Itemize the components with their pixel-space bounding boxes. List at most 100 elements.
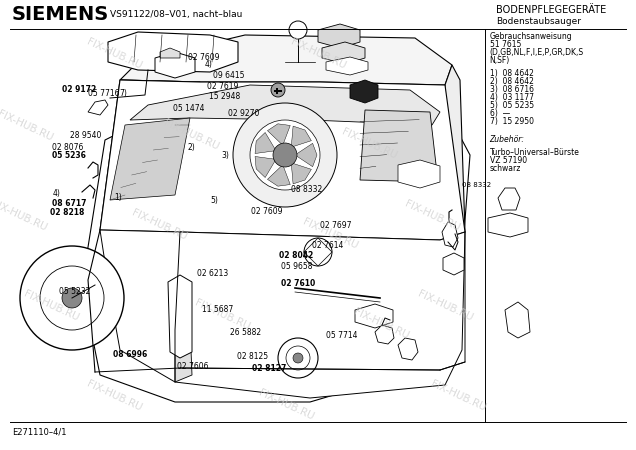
Text: Zubehör:: Zubehör: [490, 135, 525, 144]
Circle shape [271, 83, 285, 97]
Polygon shape [268, 165, 290, 186]
Polygon shape [322, 42, 365, 64]
Circle shape [250, 120, 320, 190]
Text: 5)  05 5235: 5) 05 5235 [490, 101, 534, 110]
Text: 02 8125: 02 8125 [237, 352, 268, 361]
Text: 02 7610: 02 7610 [281, 279, 315, 288]
Polygon shape [398, 338, 418, 360]
Text: 6)  —: 6) — [490, 109, 510, 118]
Polygon shape [82, 75, 470, 402]
Text: 02 7614: 02 7614 [312, 241, 343, 250]
Polygon shape [355, 304, 393, 328]
Text: 7)  15 2950: 7) 15 2950 [490, 117, 534, 126]
Text: 09 6415: 09 6415 [213, 71, 245, 80]
Circle shape [289, 21, 307, 39]
Text: FIX-HUB.RU: FIX-HUB.RU [85, 37, 144, 71]
Polygon shape [318, 24, 360, 48]
Text: 02 9270: 02 9270 [228, 109, 259, 118]
Bar [274, 90, 282, 92]
Text: FIX-HUB.RU: FIX-HUB.RU [416, 289, 474, 323]
Text: 05 1474: 05 1474 [173, 104, 205, 113]
Polygon shape [291, 126, 312, 147]
Text: 4): 4) [205, 60, 212, 69]
Text: 15 2948: 15 2948 [209, 92, 240, 101]
Text: FIX-HUB.RU: FIX-HUB.RU [85, 379, 144, 413]
Text: SIEMENS: SIEMENS [12, 4, 109, 23]
Text: FIX-HUB.RU: FIX-HUB.RU [340, 127, 398, 161]
Text: 02 7619: 02 7619 [207, 82, 238, 91]
Text: BODENPFLEGEGERÄTE: BODENPFLEGEGERÄTE [496, 5, 606, 15]
Text: 02 7609: 02 7609 [251, 207, 283, 216]
Text: 02 9172: 02 9172 [62, 86, 97, 94]
Circle shape [278, 338, 318, 378]
Polygon shape [505, 302, 530, 338]
Text: FIX-HUB.RU: FIX-HUB.RU [22, 289, 80, 323]
Text: FIX-HUB.RU: FIX-HUB.RU [0, 109, 55, 143]
Text: 4)  03 1177: 4) 03 1177 [490, 93, 534, 102]
Polygon shape [100, 80, 200, 232]
Text: 08 6996: 08 6996 [113, 350, 148, 359]
Text: Bodenstaubsauger: Bodenstaubsauger [496, 18, 581, 27]
Polygon shape [498, 188, 520, 210]
Circle shape [293, 353, 303, 363]
Text: 3): 3) [221, 151, 229, 160]
Text: schwarz: schwarz [490, 164, 521, 173]
Text: 1): 1) [114, 193, 122, 202]
Text: FIX-HUB.RU: FIX-HUB.RU [0, 199, 48, 233]
Text: 02 7697: 02 7697 [320, 221, 352, 230]
Polygon shape [88, 100, 108, 115]
Text: 02 8076: 02 8076 [52, 143, 83, 152]
Text: FIX-HUB.RU: FIX-HUB.RU [162, 118, 220, 152]
Polygon shape [160, 48, 180, 58]
Text: 02 8218: 02 8218 [50, 208, 84, 217]
Text: VZ 57190: VZ 57190 [490, 156, 527, 165]
Text: 51 7615: 51 7615 [490, 40, 521, 49]
Text: 2): 2) [188, 143, 195, 152]
Text: 5): 5) [210, 196, 218, 205]
Polygon shape [100, 80, 465, 240]
Text: 3)  08 6716: 3) 08 6716 [490, 85, 534, 94]
Text: FIX-HUB.RU: FIX-HUB.RU [130, 208, 188, 242]
Text: 08 8332: 08 8332 [462, 182, 491, 188]
Text: Gebrauchsanweisung: Gebrauchsanweisung [490, 32, 572, 41]
Circle shape [62, 288, 82, 308]
Text: FIX-HUB.RU: FIX-HUB.RU [403, 199, 462, 233]
Text: VS91122/08–V01, nacht–blau: VS91122/08–V01, nacht–blau [110, 9, 242, 18]
Text: 02 7609: 02 7609 [188, 53, 219, 62]
Text: 4): 4) [52, 189, 60, 198]
Text: 28 9540: 28 9540 [70, 131, 101, 140]
Polygon shape [155, 52, 195, 78]
Polygon shape [443, 253, 464, 275]
Text: (D,GB,NL,F,I,E,P,GR,DK,S: (D,GB,NL,F,I,E,P,GR,DK,S [490, 48, 584, 57]
Polygon shape [268, 124, 290, 145]
Polygon shape [488, 213, 528, 237]
Polygon shape [175, 325, 192, 382]
Text: E271110–4/1: E271110–4/1 [12, 427, 67, 436]
Polygon shape [120, 35, 452, 85]
Text: 2)  08 4642: 2) 08 4642 [490, 77, 534, 86]
Polygon shape [360, 110, 438, 182]
Text: 26 5882: 26 5882 [230, 328, 261, 337]
Polygon shape [326, 57, 368, 75]
Circle shape [233, 103, 337, 207]
Text: Turbo–Universal–Bürste: Turbo–Universal–Bürste [490, 148, 579, 157]
Polygon shape [442, 222, 458, 247]
Text: 05 5232: 05 5232 [59, 287, 90, 296]
Circle shape [20, 246, 124, 350]
Polygon shape [398, 160, 440, 188]
Text: 02 7606: 02 7606 [177, 362, 209, 371]
Text: FIX-HUB.RU: FIX-HUB.RU [429, 379, 487, 413]
Text: 7): 7) [120, 89, 127, 98]
Polygon shape [108, 32, 238, 72]
Polygon shape [100, 230, 465, 398]
Polygon shape [168, 275, 192, 358]
Circle shape [273, 143, 297, 167]
Polygon shape [130, 85, 440, 125]
Text: FIX-HUB.RU: FIX-HUB.RU [352, 307, 411, 341]
Text: 05 5236: 05 5236 [52, 151, 86, 160]
Text: FIX-HUB.RU: FIX-HUB.RU [301, 217, 360, 251]
Text: 02 6213: 02 6213 [197, 269, 228, 278]
Text: 1)  08 4642: 1) 08 4642 [490, 69, 534, 78]
Text: 05 9658: 05 9658 [281, 262, 313, 271]
Polygon shape [350, 80, 378, 103]
